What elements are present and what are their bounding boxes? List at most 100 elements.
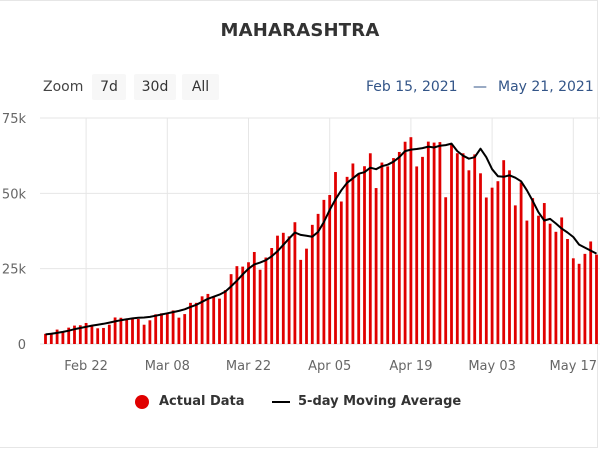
data-bar: [374, 188, 378, 344]
zoom-all-button[interactable]: All: [182, 74, 219, 100]
data-bar: [479, 173, 482, 344]
data-bar: [595, 254, 598, 344]
data-bar: [90, 325, 94, 344]
data-bar: [426, 141, 430, 344]
y-tick-label: 0: [18, 338, 26, 353]
x-tick-label: May 17: [550, 359, 598, 374]
data-bar: [455, 153, 459, 344]
data-bar: [252, 251, 256, 344]
data-bar: [200, 296, 204, 344]
data-bar: [432, 142, 436, 344]
data-bar: [450, 144, 453, 344]
y-tick-label: 75k: [2, 112, 27, 127]
data-bar: [212, 296, 216, 344]
data-bar: [241, 266, 245, 344]
data-bar: [102, 327, 105, 344]
data-bar: [125, 318, 129, 344]
data-bar: [264, 257, 268, 344]
data-bar: [235, 266, 239, 344]
x-tick-label: Mar 22: [226, 359, 271, 374]
x-tick-label: Mar 08: [145, 359, 190, 374]
data-bar: [583, 253, 587, 344]
data-bar: [78, 325, 82, 344]
data-bar: [345, 176, 349, 344]
data-bar: [328, 194, 332, 344]
data-bar: [502, 160, 506, 344]
data-bar: [363, 166, 366, 344]
data-bar: [171, 310, 175, 344]
legend-item-actual-data[interactable]: Actual Data: [135, 394, 245, 409]
data-bar: [310, 224, 314, 344]
data-bar: [299, 259, 303, 344]
data-bar: [305, 248, 308, 344]
data-bar: [415, 166, 419, 344]
data-bar: [270, 248, 274, 344]
data-bar: [542, 203, 546, 344]
legend-dot-icon: [135, 394, 149, 409]
data-bar: [566, 238, 569, 344]
range-to-input[interactable]: May 21, 2021: [498, 79, 594, 95]
data-bar: [525, 220, 529, 344]
legend-item-moving-average[interactable]: 5-day Moving Average: [272, 394, 461, 409]
data-bar: [473, 154, 477, 344]
data-bar: [334, 172, 337, 344]
data-bar: [293, 222, 297, 344]
data-bar: [218, 298, 221, 344]
data-bar: [351, 163, 355, 344]
zoom-label: Zoom: [43, 79, 84, 95]
data-bar: [368, 153, 372, 344]
data-bar: [421, 156, 424, 344]
data-bar: [531, 198, 535, 344]
zoom-7d-button[interactable]: 7d: [92, 74, 126, 100]
data-bar: [403, 141, 407, 344]
data-bar: [276, 235, 279, 344]
legend-label-actual-data: Actual Data: [159, 394, 245, 409]
data-bar: [560, 217, 564, 344]
x-tick-label: Apr 05: [308, 359, 351, 374]
moving-average-path: [45, 142, 597, 336]
data-bar: [554, 231, 558, 344]
data-bar: [386, 166, 390, 344]
x-tick-label: May 03: [468, 359, 516, 374]
range-from-input[interactable]: Feb 15, 2021: [366, 79, 458, 95]
data-bar: [577, 263, 581, 344]
x-tick-label: Feb 22: [64, 359, 108, 374]
x-tick-label: Apr 19: [389, 359, 432, 374]
chart-title: MAHARASHTRA: [220, 20, 380, 41]
data-bar: [229, 274, 233, 344]
range-separator: —: [473, 79, 487, 95]
x-axis-ticks: Feb 22 Mar 08 Mar 22 Apr 05 Apr 19 May 03 May …: [64, 359, 597, 374]
data-bar: [177, 317, 181, 344]
data-bar: [438, 142, 442, 344]
data-bar: [154, 314, 158, 344]
legend: Actual Data 5-day Moving Average: [0, 394, 600, 418]
data-bar: [508, 170, 511, 344]
data-bar: [165, 313, 169, 344]
data-bar: [316, 213, 320, 344]
data-bar: [119, 317, 123, 344]
y-axis-ticks: 0 25k 50k 75k: [2, 112, 27, 353]
data-bar: [287, 236, 291, 344]
y-tick-label: 25k: [2, 263, 27, 278]
data-bar: [131, 318, 134, 344]
data-bar: [194, 302, 198, 344]
zoom-30d-button[interactable]: 30d: [134, 74, 176, 100]
data-bar: [467, 170, 471, 344]
data-bar: [281, 232, 285, 344]
data-bar: [148, 320, 152, 344]
data-bar: [206, 293, 210, 344]
data-bar: [322, 199, 326, 344]
data-bar: [519, 182, 523, 344]
data-bar: [380, 162, 384, 344]
data-bar: [444, 197, 448, 344]
legend-line-icon: [272, 400, 290, 403]
data-bar: [67, 327, 71, 344]
data-bar: [142, 324, 146, 344]
data-bar: [61, 331, 65, 344]
data-bar: [107, 324, 111, 344]
data-bar: [136, 319, 140, 344]
data-bar: [392, 158, 395, 344]
data-bar: [84, 322, 88, 344]
data-bar: [258, 269, 262, 344]
